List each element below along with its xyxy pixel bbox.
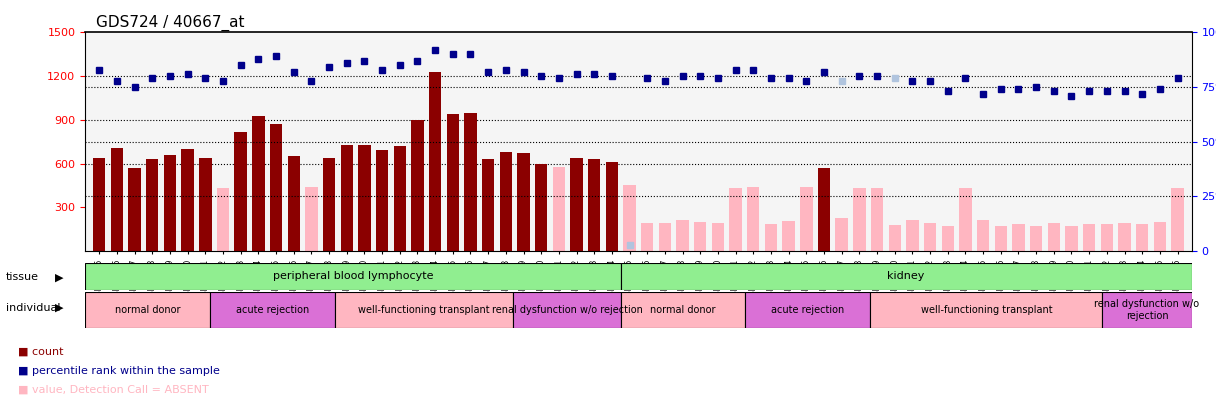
Bar [252,115,265,251]
Bar [1171,188,1183,251]
Bar [323,158,336,251]
FancyBboxPatch shape [334,292,513,328]
Bar [1119,223,1131,251]
Bar [800,187,812,251]
Bar [1048,224,1060,251]
Bar [782,221,795,251]
FancyBboxPatch shape [210,292,334,328]
Bar [1012,224,1025,251]
Bar [94,158,106,251]
Bar [906,220,918,251]
Bar [216,188,229,251]
Bar [889,225,901,251]
Text: normal donor: normal donor [651,305,716,315]
Text: peripheral blood lymphocyte: peripheral blood lymphocyte [272,271,433,281]
Bar [854,188,866,251]
Bar [111,147,123,251]
Bar [871,188,883,251]
Bar [1154,222,1166,251]
Text: ▶: ▶ [55,303,63,313]
FancyBboxPatch shape [745,292,871,328]
Bar [711,223,725,251]
Bar [976,220,990,251]
Text: acute rejection: acute rejection [771,305,845,315]
Bar [199,158,212,251]
Bar [517,153,530,251]
Bar [694,222,706,251]
Bar [730,188,742,251]
FancyBboxPatch shape [513,292,620,328]
Bar [1065,226,1077,251]
Text: renal dysfunction w/o rejection: renal dysfunction w/o rejection [491,305,642,315]
Text: ■ value, Detection Call = ABSENT: ■ value, Detection Call = ABSENT [18,385,209,395]
FancyBboxPatch shape [620,292,745,328]
Text: acute rejection: acute rejection [236,305,309,315]
Bar [376,151,388,251]
Bar [429,72,441,251]
Text: ■ rank, Detection Call = ABSENT: ■ rank, Detection Call = ABSENT [18,404,203,405]
Bar [411,120,423,251]
Bar [1083,224,1096,251]
Text: renal dysfunction w/o
rejection: renal dysfunction w/o rejection [1094,299,1200,321]
Text: ■ percentile rank within the sample: ■ percentile rank within the sample [18,366,220,376]
Bar [1136,224,1148,251]
Bar [1100,224,1113,251]
Bar [181,149,193,251]
Bar [659,224,671,251]
Text: well-functioning transplant: well-functioning transplant [359,305,490,315]
Bar [924,223,936,251]
Bar [482,159,495,251]
Bar [340,145,353,251]
Bar [287,156,300,251]
Text: ▶: ▶ [55,273,63,282]
Bar [164,155,176,251]
Bar [818,168,831,251]
Text: ■ count: ■ count [18,346,63,356]
Text: GDS724 / 40667_at: GDS724 / 40667_at [96,15,244,31]
Text: kidney: kidney [888,271,925,281]
Bar [270,124,282,251]
Bar [941,226,953,251]
Bar [589,159,601,251]
Bar [606,162,618,251]
Bar [747,187,760,251]
FancyBboxPatch shape [620,263,1192,290]
Bar [446,114,458,251]
Bar [394,146,406,251]
Bar [465,113,477,251]
Bar [641,224,653,251]
Bar [959,188,972,251]
Text: individual: individual [6,303,61,313]
Bar [146,159,158,251]
Bar [129,168,141,251]
Bar [305,187,317,251]
Text: well-functioning transplant: well-functioning transplant [921,305,1052,315]
Bar [552,166,565,251]
Text: tissue: tissue [6,273,39,282]
Bar [835,217,848,251]
Text: normal donor: normal donor [114,305,180,315]
Bar [1030,226,1042,251]
Bar [359,145,371,251]
Bar [995,226,1007,251]
Bar [624,185,636,251]
FancyBboxPatch shape [85,263,620,290]
FancyBboxPatch shape [85,292,210,328]
Bar [570,158,582,251]
Bar [676,220,688,251]
FancyBboxPatch shape [1103,292,1192,328]
FancyBboxPatch shape [871,292,1103,328]
Bar [500,152,512,251]
Bar [765,224,777,251]
Bar [235,132,247,251]
Bar [535,164,547,251]
